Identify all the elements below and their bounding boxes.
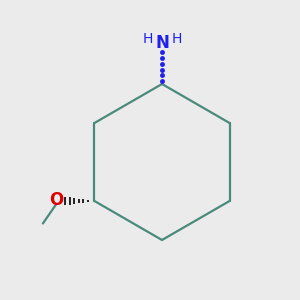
Text: H: H	[171, 32, 182, 46]
Text: O: O	[49, 191, 64, 209]
Text: N: N	[155, 34, 169, 52]
Text: H: H	[142, 32, 153, 46]
